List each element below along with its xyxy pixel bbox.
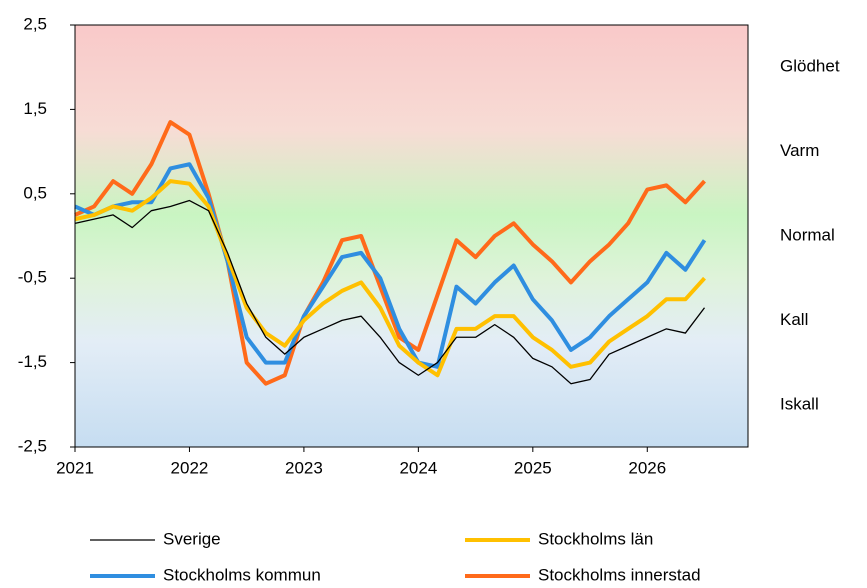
y-tick-label: -1,5 (18, 352, 47, 371)
y-tick-label: 2,5 (23, 14, 47, 33)
x-tick-label: 2025 (514, 458, 552, 477)
x-tick-label: 2022 (171, 458, 209, 477)
legend-label: Sverige (163, 529, 221, 548)
legend-label: Stockholms kommun (163, 565, 321, 584)
zone-label: Glödhet (780, 57, 840, 76)
zone-label: Kall (780, 310, 808, 329)
series-line (74, 199, 706, 385)
legend-label: Stockholms innerstad (538, 565, 701, 584)
x-tick-label: 2026 (628, 458, 666, 477)
series-line (74, 120, 706, 386)
series-line (74, 179, 706, 378)
zone-label: Iskall (780, 394, 819, 413)
x-tick-label: 2021 (56, 458, 94, 477)
plot-background (75, 25, 748, 447)
zone-label: Normal (780, 225, 835, 244)
zone-label: Varm (780, 141, 819, 160)
legend-label: Stockholms län (538, 529, 653, 548)
plot-border (74, 24, 749, 448)
series-line (74, 162, 707, 369)
x-tick-label: 2024 (399, 458, 437, 477)
y-tick-label: -0,5 (18, 268, 47, 287)
y-tick-label: 1,5 (23, 99, 47, 118)
x-tick-label: 2023 (285, 458, 323, 477)
y-tick-label: -2,5 (18, 436, 47, 455)
y-tick-label: 0,5 (23, 183, 47, 202)
